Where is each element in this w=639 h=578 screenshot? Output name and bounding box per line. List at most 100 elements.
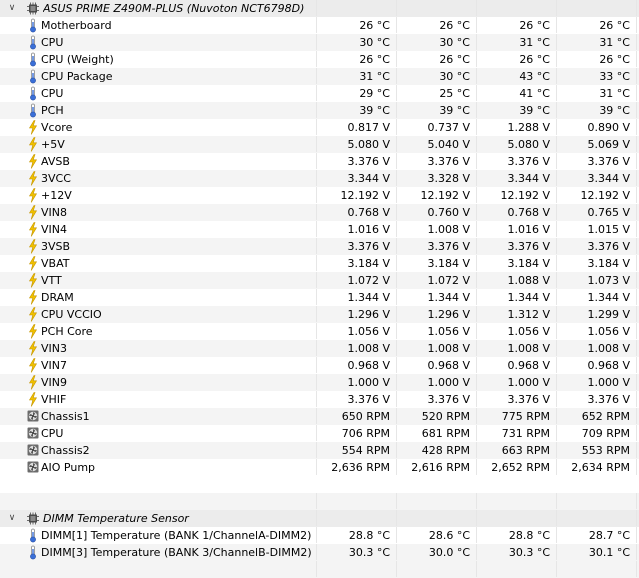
sensor-row[interactable]: CPU 706 RPM 681 RPM 731 RPM 709 RPM [0, 425, 639, 442]
thermometer-icon [27, 69, 39, 84]
column-separator [316, 493, 317, 509]
voltage-bolt-icon [27, 392, 39, 407]
sensor-label: VBAT [41, 257, 70, 270]
sensor-row[interactable]: CPU VCCIO 1.296 V 1.296 V 1.312 V 1.299 V [0, 306, 639, 323]
sensor-value-average: 3.376 V [587, 155, 630, 168]
column-separator [316, 340, 317, 356]
column-separator [396, 442, 397, 458]
sensor-row[interactable]: VIN7 0.968 V 0.968 V 0.968 V 0.968 V [0, 357, 639, 374]
collapse-chevron-icon[interactable]: ∨ [8, 513, 16, 523]
column-separator [556, 493, 557, 509]
column-separator [396, 510, 397, 526]
sensor-row[interactable]: VIN9 1.000 V 1.000 V 1.000 V 1.000 V [0, 374, 639, 391]
sensor-row[interactable]: Vcore 0.817 V 0.737 V 1.288 V 0.890 V [0, 119, 639, 136]
sensor-row[interactable]: PCH 39 °C 39 °C 39 °C 39 °C [0, 102, 639, 119]
sensor-value-minimum: 30 °C [439, 36, 470, 49]
column-separator [636, 68, 637, 84]
sensor-row[interactable]: AVSB 3.376 V 3.376 V 3.376 V 3.376 V [0, 153, 639, 170]
sensor-row[interactable]: VBAT 3.184 V 3.184 V 3.184 V 3.184 V [0, 255, 639, 272]
column-separator [476, 255, 477, 271]
sensor-row[interactable]: Motherboard 26 °C 26 °C 26 °C 26 °C [0, 17, 639, 34]
column-separator [476, 51, 477, 67]
sensor-value-current: 12.192 V [340, 189, 390, 202]
column-separator [316, 102, 317, 118]
sensor-value-average: 12.192 V [580, 189, 630, 202]
voltage-bolt-icon [27, 154, 39, 169]
column-separator [556, 289, 557, 305]
column-separator [476, 493, 477, 509]
column-separator [476, 544, 477, 560]
sensor-row[interactable]: PCH Core 1.056 V 1.056 V 1.056 V 1.056 V [0, 323, 639, 340]
column-separator [316, 85, 317, 101]
sensor-row[interactable]: DIMM[1] Temperature (BANK 1/ChannelA-DIM… [0, 527, 639, 544]
sensor-value-maximum: 3.184 V [507, 257, 550, 270]
sensor-label: Chassis2 [41, 444, 90, 457]
sensor-value-average: 1.015 V [587, 223, 630, 236]
sensor-label: VIN9 [41, 376, 67, 389]
sensor-row[interactable]: VIN4 1.016 V 1.008 V 1.016 V 1.015 V [0, 221, 639, 238]
column-separator [316, 289, 317, 305]
sensor-row[interactable]: Chassis1 650 RPM 520 RPM 775 RPM 652 RPM [0, 408, 639, 425]
fan-icon [27, 460, 39, 475]
sensor-row[interactable]: VTT 1.072 V 1.072 V 1.088 V 1.073 V [0, 272, 639, 289]
sensor-value-current: 1.016 V [347, 223, 390, 236]
sensor-value-minimum: 3.328 V [427, 172, 470, 185]
column-separator [476, 374, 477, 390]
thermometer-icon [27, 35, 39, 50]
sensor-row[interactable]: CPU Package 31 °C 30 °C 43 °C 33 °C [0, 68, 639, 85]
sensor-label: VTT [41, 274, 62, 287]
section-header[interactable]: ∨ DIMM Temperature Sensor [0, 510, 639, 527]
chip-icon [27, 1, 39, 16]
sensor-row[interactable]: 3VCC 3.344 V 3.328 V 3.344 V 3.344 V [0, 170, 639, 187]
sensor-value-maximum: 30.3 °C [508, 546, 550, 559]
sensor-row[interactable]: Chassis2 554 RPM 428 RPM 663 RPM 553 RPM [0, 442, 639, 459]
sensor-row[interactable]: AIO Pump 2,636 RPM 2,616 RPM 2,652 RPM 2,634… [0, 459, 639, 476]
sensor-value-current: 29 °C [359, 87, 390, 100]
column-separator [396, 340, 397, 356]
column-separator [636, 136, 637, 152]
sensor-label: DIMM[1] Temperature (BANK 1/ChannelA-DIM… [41, 529, 312, 542]
sensor-row[interactable]: DRAM 1.344 V 1.344 V 1.344 V 1.344 V [0, 289, 639, 306]
voltage-bolt-icon [27, 375, 39, 390]
sensor-row[interactable]: CPU 30 °C 30 °C 31 °C 31 °C [0, 34, 639, 51]
column-separator [636, 289, 637, 305]
column-separator [476, 357, 477, 373]
sensor-value-current: 0.968 V [347, 359, 390, 372]
sensor-label: 3VSB [41, 240, 71, 253]
column-separator [556, 391, 557, 407]
column-separator [636, 51, 637, 67]
column-separator [556, 34, 557, 50]
collapse-chevron-icon[interactable]: ∨ [8, 3, 16, 13]
column-separator [396, 170, 397, 186]
voltage-bolt-icon [27, 307, 39, 322]
sensor-row[interactable]: 3VSB 3.376 V 3.376 V 3.376 V 3.376 V [0, 238, 639, 255]
sensor-row[interactable]: VIN8 0.768 V 0.760 V 0.768 V 0.765 V [0, 204, 639, 221]
sensor-value-maximum: 775 RPM [501, 410, 550, 423]
column-separator [636, 527, 637, 543]
column-separator [396, 119, 397, 135]
column-separator [476, 442, 477, 458]
sensor-row[interactable]: +12V 12.192 V 12.192 V 12.192 V 12.192 V [0, 187, 639, 204]
sensor-value-maximum: 0.768 V [507, 206, 550, 219]
section-header[interactable]: ∨ ASUS PRIME Z490M-PLUS (Nuvoton NCT6798D… [0, 0, 639, 17]
column-separator [396, 425, 397, 441]
sensor-label: CPU [41, 427, 64, 440]
column-separator [556, 527, 557, 543]
column-separator [396, 272, 397, 288]
sensor-value-minimum: 3.184 V [427, 257, 470, 270]
column-separator [556, 561, 557, 577]
sensor-row[interactable]: CPU (Weight) 26 °C 26 °C 26 °C 26 °C [0, 51, 639, 68]
sensor-value-maximum: 5.080 V [507, 138, 550, 151]
column-separator [316, 527, 317, 543]
column-separator [556, 459, 557, 475]
column-separator [396, 51, 397, 67]
sensor-row[interactable]: VIN3 1.008 V 1.008 V 1.008 V 1.008 V [0, 340, 639, 357]
sensor-row[interactable]: DIMM[3] Temperature (BANK 3/ChannelB-DIM… [0, 544, 639, 561]
sensor-value-current: 1.000 V [347, 376, 390, 389]
sensor-value-maximum: 1.016 V [507, 223, 550, 236]
column-separator [636, 17, 637, 33]
sensor-row[interactable]: CPU 29 °C 25 °C 41 °C 31 °C [0, 85, 639, 102]
sensor-row[interactable]: VHIF 3.376 V 3.376 V 3.376 V 3.376 V [0, 391, 639, 408]
sensor-row[interactable]: +5V 5.080 V 5.040 V 5.080 V 5.069 V [0, 136, 639, 153]
column-separator [396, 136, 397, 152]
